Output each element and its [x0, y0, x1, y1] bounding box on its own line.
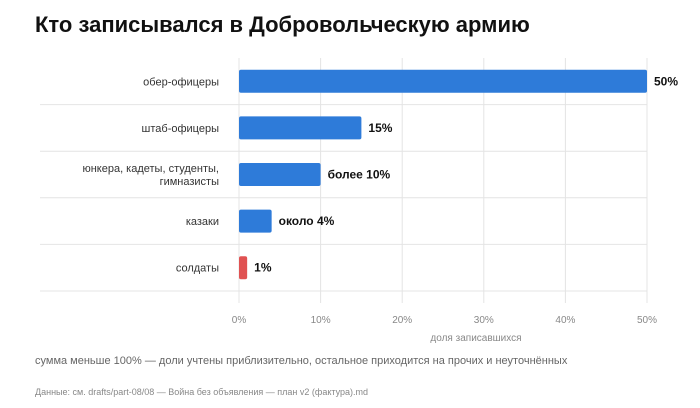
label-layer: обер-офицеры 50% штаб-офицеры 15% юнкера, ка… [82, 74, 678, 274]
x-tick-label: 20% [392, 315, 412, 326]
chart-note: сумма меньше 100% — доли учтены приблизи… [35, 355, 568, 367]
category-label: солдаты [176, 263, 219, 275]
category-label: казаки [186, 216, 219, 228]
value-label: более 10% [328, 168, 391, 182]
x-axis-title: доля записавшихся [430, 333, 521, 344]
value-label: 15% [368, 121, 392, 135]
bar [239, 116, 362, 140]
x-tick-label: 50% [637, 315, 657, 326]
value-label: 1% [254, 261, 272, 275]
x-tick-label: 0% [232, 315, 247, 326]
bar [239, 209, 272, 233]
bar-layer [239, 69, 647, 280]
value-label: около 4% [279, 214, 335, 228]
category-label: обер-офицеры [143, 76, 219, 88]
category-label: штаб-офицеры [142, 123, 220, 135]
x-tick-label: 10% [311, 315, 331, 326]
category-label: юнкера, кадеты, студенты, гимназисты [82, 163, 219, 188]
x-tick-label: 30% [474, 315, 494, 326]
bar [239, 256, 248, 280]
x-tick-label: 40% [555, 315, 575, 326]
value-label: 50% [654, 74, 678, 88]
chart-source: Данные: см. drafts/part-08/08 — Война бе… [35, 387, 368, 397]
grid-layer [40, 58, 648, 303]
chart-title: Кто записывался в Добровольческую армию [35, 12, 530, 37]
bar [239, 163, 321, 186]
bar [239, 69, 647, 93]
tick-layer: 0% 10% 20% 30% 40% 50% [232, 315, 657, 326]
